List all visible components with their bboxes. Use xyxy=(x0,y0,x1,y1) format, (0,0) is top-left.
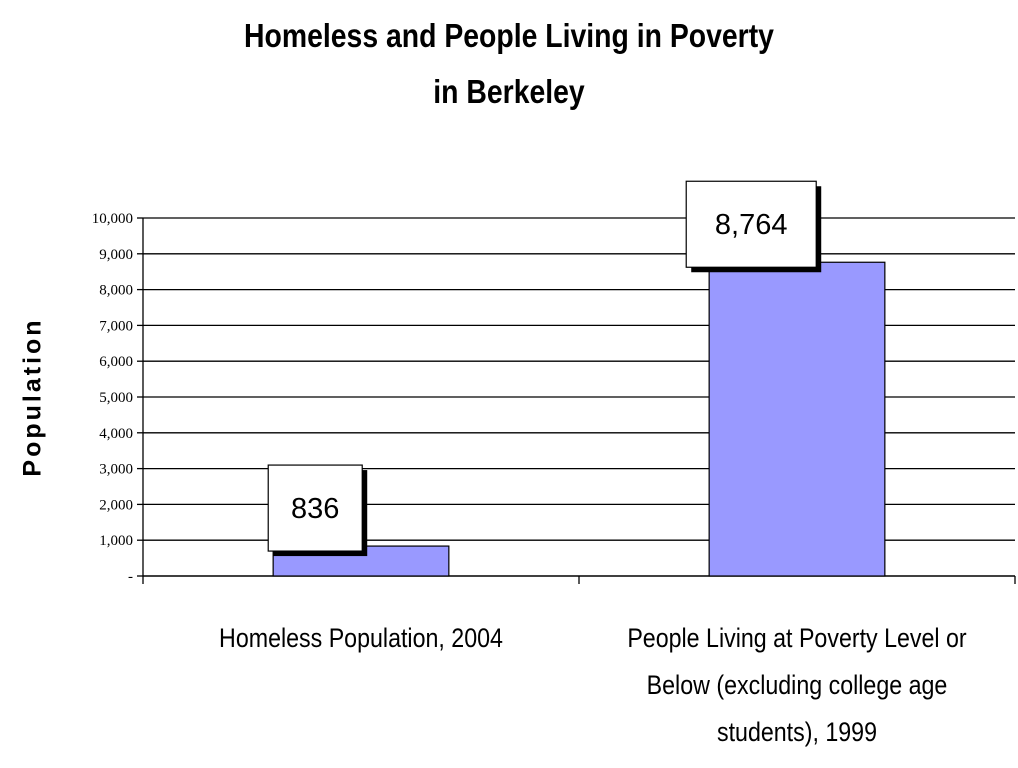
x-category-label-0-line-0: Homeless Population, 2004 xyxy=(219,623,503,653)
y-tick-label-5: 5,000 xyxy=(99,390,133,406)
y-tick-label-7: 7,000 xyxy=(99,318,133,334)
y-tick-label-1: 1,000 xyxy=(99,533,133,549)
data-label-0: 836 xyxy=(291,493,339,525)
y-tick-label-4: 4,000 xyxy=(99,426,133,442)
data-label-1: 8,764 xyxy=(715,209,788,241)
y-tick-label-10: 10,000 xyxy=(92,211,133,227)
bar-1 xyxy=(708,261,886,577)
x-category-label-1-line-1: Below (excluding college age xyxy=(647,670,948,700)
data-label-box-0 xyxy=(267,464,363,552)
y-tick-label-8: 8,000 xyxy=(99,283,133,299)
data-label-box-1 xyxy=(685,180,817,268)
y-tick-label-0: - xyxy=(128,569,133,585)
chart-title: Homeless and People Living in Poverty in… xyxy=(71,8,946,120)
y-tick-label-6: 6,000 xyxy=(99,354,133,370)
y-tick-label-3: 3,000 xyxy=(99,462,133,478)
chart-title-line-2: in Berkeley xyxy=(433,73,585,110)
y-tick-label-2: 2,000 xyxy=(99,497,133,513)
y-tick-label-9: 9,000 xyxy=(99,247,133,263)
x-category-label-1-line-2: students), 1999 xyxy=(717,717,877,747)
x-category-label-1-line-0: People Living at Poverty Level or xyxy=(627,623,966,653)
chart-title-line-1: Homeless and People Living in Poverty xyxy=(244,17,774,54)
